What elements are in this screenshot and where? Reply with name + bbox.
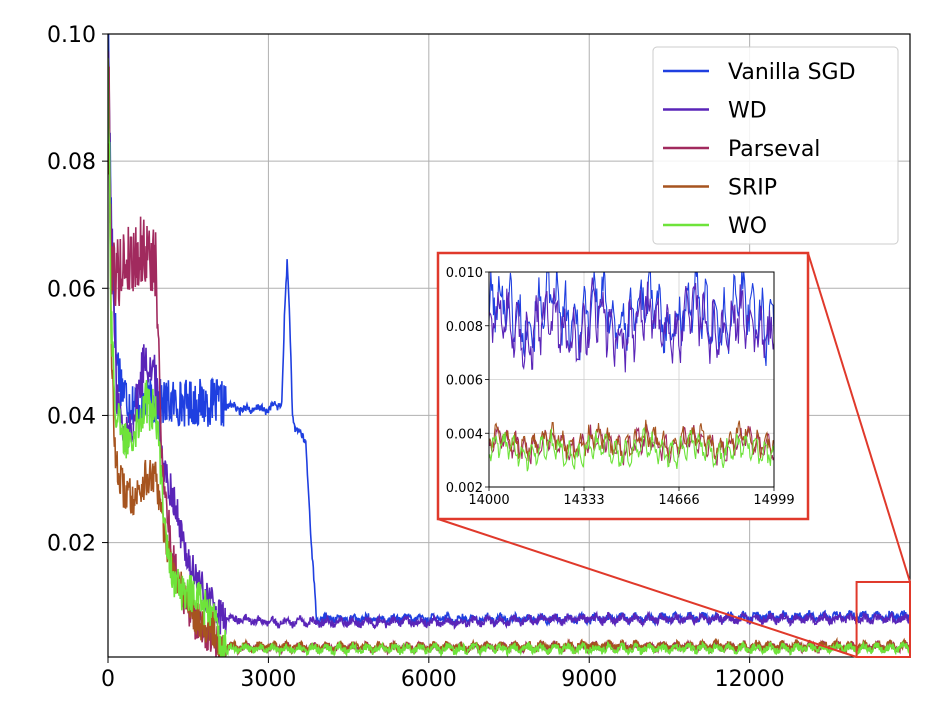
legend-box xyxy=(652,46,899,245)
zoom-connector xyxy=(807,252,911,583)
series-line-vanilla-sgd xyxy=(108,34,910,627)
inset-x-tick-label: 14999 xyxy=(753,493,794,508)
inset-y-tick-label: 0.008 xyxy=(446,320,483,335)
series-line-wo xyxy=(108,57,910,657)
inset-plot: 14000 14333 14666 14999 0.002 0.004 0.006 0.008… xyxy=(436,251,810,521)
inset-series-line-wd xyxy=(489,277,774,373)
inset-border xyxy=(436,251,810,521)
y-tick-label: 0.04 xyxy=(47,404,96,429)
y-tick-label: 0.02 xyxy=(47,532,96,557)
x-tick-label: 12000 xyxy=(715,667,785,692)
inset-x-tick-label: 14333 xyxy=(563,493,604,508)
legend-label: SRIP xyxy=(728,176,777,201)
x-tick-label: 9000 xyxy=(561,667,617,692)
y-tick-label: 0.08 xyxy=(47,150,96,175)
inset-x-tick-label: 14000 xyxy=(468,493,509,508)
zoom-indicator xyxy=(437,252,912,658)
inset-axes-frame xyxy=(488,271,775,488)
y-tick-label: 0.06 xyxy=(47,277,96,302)
series-line-wd xyxy=(108,51,910,635)
y-tick-label: 0.10 xyxy=(47,23,96,48)
main-series xyxy=(108,34,910,657)
inset-series-line-wo xyxy=(489,426,774,472)
main-plot-frame xyxy=(107,33,911,658)
zoom-box xyxy=(855,580,912,658)
legend-label: Vanilla SGD xyxy=(728,60,856,85)
inset-y-tick-label: 0.004 xyxy=(446,427,483,442)
inset-y-tick-label: 0.010 xyxy=(446,266,483,281)
inset-y-tick-label: 0.006 xyxy=(446,374,483,389)
x-tick-label: 6000 xyxy=(401,667,457,692)
x-tick-label: 3000 xyxy=(240,667,296,692)
zoom-connector xyxy=(437,518,857,658)
legend-label: WO xyxy=(728,214,767,239)
legend: Vanilla SGD WD Parseval SRIP WO xyxy=(652,46,899,245)
legend-label: Parseval xyxy=(728,137,820,162)
x-tick-label: 0 xyxy=(101,667,115,692)
main-ticks: 0 3000 6000 9000 12000 0.02 0.04 0.06 0.08 0.10 xyxy=(47,23,785,692)
inset-y-tick-label: 0.002 xyxy=(446,481,483,496)
legend-label: WD xyxy=(728,99,767,124)
inset-x-tick-label: 14666 xyxy=(658,493,699,508)
